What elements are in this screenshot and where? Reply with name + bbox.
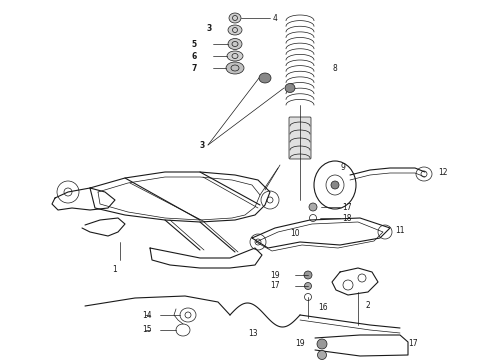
Text: 4: 4 (273, 14, 278, 23)
Ellipse shape (317, 339, 327, 349)
Text: 14: 14 (142, 310, 151, 320)
Text: 16: 16 (318, 303, 328, 312)
Text: 5: 5 (191, 40, 196, 49)
Text: 7: 7 (191, 63, 196, 72)
Text: 3: 3 (207, 23, 212, 32)
Text: 17: 17 (408, 339, 417, 348)
Text: 19: 19 (270, 270, 280, 279)
Ellipse shape (229, 13, 241, 23)
Ellipse shape (228, 25, 242, 35)
Ellipse shape (304, 271, 312, 279)
Text: 15: 15 (142, 325, 151, 334)
Text: 13: 13 (248, 328, 258, 338)
Text: 8: 8 (332, 63, 337, 72)
Ellipse shape (228, 39, 242, 50)
Text: 2: 2 (365, 301, 370, 310)
Text: 19: 19 (295, 339, 305, 348)
Ellipse shape (309, 203, 317, 211)
Ellipse shape (227, 51, 243, 61)
Ellipse shape (318, 351, 326, 360)
FancyBboxPatch shape (289, 117, 311, 159)
Text: 18: 18 (342, 213, 351, 222)
Text: 11: 11 (395, 225, 405, 234)
Ellipse shape (259, 73, 271, 83)
Ellipse shape (304, 283, 312, 289)
Ellipse shape (285, 84, 295, 93)
Text: 1: 1 (112, 266, 117, 275)
Ellipse shape (226, 62, 244, 74)
Text: 12: 12 (438, 167, 447, 176)
Text: 3: 3 (200, 140, 205, 149)
Text: 17: 17 (342, 202, 352, 212)
Text: 10: 10 (290, 230, 299, 239)
Text: 9: 9 (340, 162, 345, 171)
Ellipse shape (331, 181, 339, 189)
Text: 6: 6 (191, 51, 196, 60)
Text: 17: 17 (270, 282, 280, 291)
